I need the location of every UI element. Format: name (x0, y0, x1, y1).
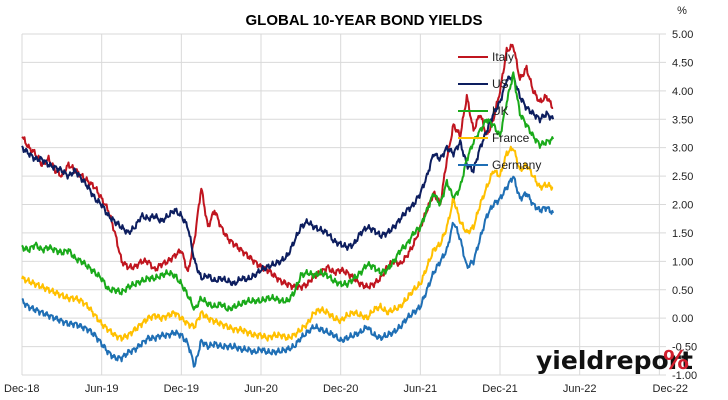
y-tick-label: 0.00 (672, 313, 693, 325)
x-axis-ticks: Dec-18 Jun-19 Dec-19 Jun-20 Dec-20 Jun-21 Dec-… (4, 383, 688, 395)
logo-percent-symbol: % (663, 346, 689, 376)
y-tick-label: 2.50 (672, 171, 693, 183)
series-line-france (21, 145, 554, 342)
legend-label-us: US (492, 77, 509, 91)
x-tick-label: Dec-21 (482, 383, 517, 395)
series-line-us (21, 74, 555, 287)
x-tick-label: Jun-22 (563, 383, 597, 395)
chart-title: GLOBAL 10-YEAR BOND YIELDS (246, 12, 483, 29)
y-tick-label: -0.50 (672, 342, 697, 354)
y-tick-label: 5.00 (672, 29, 693, 41)
legend-label-italy: Italy (492, 50, 514, 64)
x-tick-label: Dec-20 (323, 383, 358, 395)
x-tick-label: Jun-21 (404, 383, 438, 395)
legend-label-france: France (492, 131, 530, 145)
y-tick-label: 1.50 (672, 228, 693, 240)
y-tick-label: 3.50 (672, 114, 693, 126)
y-tick-label: 4.00 (672, 86, 693, 98)
legend: Italy US UK France Germany (458, 50, 541, 172)
yieldreport-logo: yieldreport % (536, 346, 693, 376)
y-tick-label: -1.00 (672, 370, 697, 382)
x-tick-label: Dec-18 (4, 383, 39, 395)
y-tick-label: 3.00 (672, 143, 693, 155)
series-line-germany (21, 175, 555, 368)
x-tick-label: Jun-19 (85, 383, 119, 395)
y-tick-label: 0.50 (672, 285, 693, 297)
x-tick-label: Dec-19 (164, 383, 199, 395)
y-tick-label: 2.00 (672, 200, 693, 212)
y-tick-label: 4.50 (672, 57, 693, 69)
y-tick-label: 1.00 (672, 256, 693, 268)
x-tick-label: Dec-22 (653, 383, 688, 395)
y-axis-ticks: -1.00 -0.50 0.00 0.50 1.00 1.50 2.00 2.50 3.00 3.… (672, 29, 697, 382)
x-tick-label: Jun-20 (244, 383, 278, 395)
logo-wordmark: yieldreport (536, 346, 693, 375)
series-line-uk (21, 71, 555, 312)
legend-label-germany: Germany (492, 158, 541, 172)
legend-label-uk: UK (492, 104, 509, 118)
y-axis-unit: % (677, 5, 687, 17)
